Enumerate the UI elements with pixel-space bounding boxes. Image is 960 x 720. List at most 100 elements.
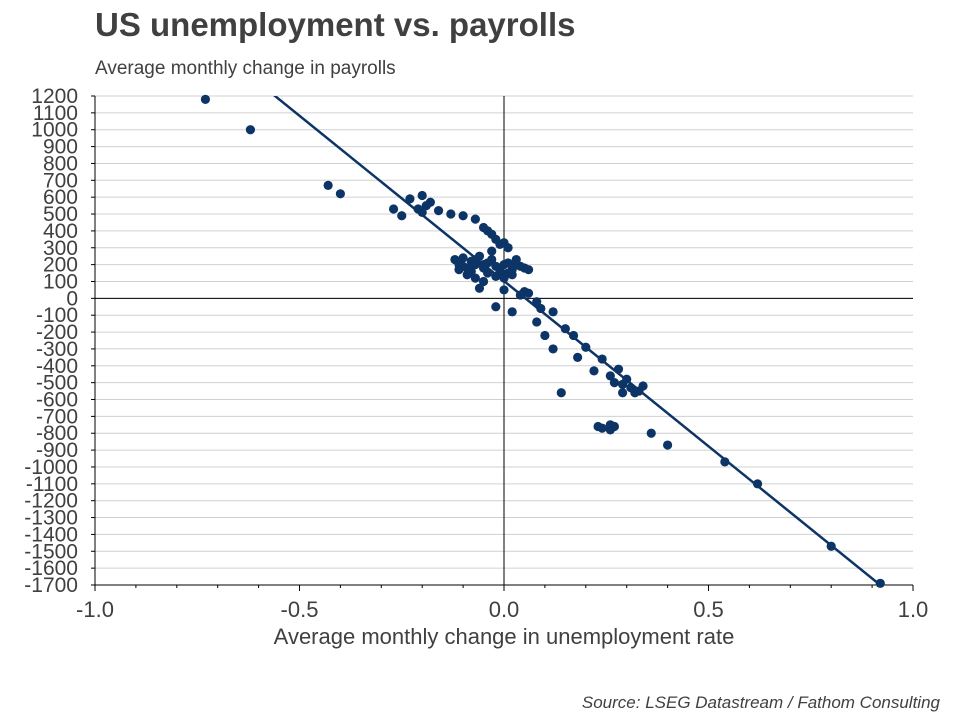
y-tick-label: -600 <box>36 389 78 412</box>
y-tick-label: 400 <box>43 220 78 243</box>
x-tick-label: 0.5 <box>693 597 724 622</box>
data-point <box>597 354 607 364</box>
y-tick-label: 1000 <box>31 119 78 142</box>
y-tick-label: -700 <box>36 405 78 428</box>
x-tick-label: -1.0 <box>76 597 114 622</box>
data-point <box>478 276 489 287</box>
y-tick-label: 1100 <box>33 102 78 125</box>
y-tick-labels: 1200110010009008007006005004003002001000… <box>24 85 78 597</box>
y-tick-label: -200 <box>36 321 78 344</box>
y-tick-label: -1400 <box>24 523 78 546</box>
data-point <box>618 388 628 398</box>
data-point <box>466 266 476 276</box>
data-point <box>511 260 521 270</box>
data-point <box>454 265 464 275</box>
data-point <box>458 253 468 263</box>
y-tick-label: 1200 <box>31 85 78 108</box>
data-point <box>425 197 435 207</box>
y-tick-label: -1700 <box>24 574 78 597</box>
y-tick-label: -1500 <box>24 540 78 563</box>
data-point <box>609 378 620 388</box>
data-point <box>752 479 763 489</box>
data-point <box>245 125 256 135</box>
data-point <box>503 243 513 253</box>
y-tick-label: -400 <box>36 355 78 378</box>
x-tick-label: 0.0 <box>489 597 520 622</box>
y-tick-label: -1000 <box>24 456 78 479</box>
trendline-layer <box>273 96 883 585</box>
data-point <box>491 271 501 282</box>
data-point <box>487 246 497 256</box>
data-point <box>503 258 513 268</box>
y-tick-label: 600 <box>43 186 78 209</box>
data-point <box>597 423 607 433</box>
data-point <box>323 180 333 190</box>
y-tick-label: 200 <box>43 254 78 277</box>
data-point <box>556 388 566 398</box>
x-axis-label: Average monthly change in unemployment r… <box>274 624 735 649</box>
data-point <box>622 374 632 384</box>
data-point <box>433 206 444 216</box>
y-tick-label: -300 <box>36 338 78 361</box>
data-point <box>532 297 542 307</box>
data-point <box>613 364 624 374</box>
data-point <box>483 268 493 278</box>
y-tick-label: -1300 <box>24 507 78 530</box>
y-tick-label: 700 <box>43 169 78 192</box>
data-point <box>634 386 644 396</box>
data-point <box>200 94 211 104</box>
data-point <box>458 211 468 221</box>
data-point <box>417 207 427 217</box>
y-tick-label: -1600 <box>24 557 78 580</box>
source-note: Source: LSEG Datastream / Fathom Consult… <box>581 693 940 712</box>
x-tick-labels: -1.0 -0.5 0.0 0.5 1.0 <box>76 597 928 622</box>
data-point <box>491 302 501 312</box>
data-point <box>470 273 480 283</box>
data-point <box>417 190 427 201</box>
data-point <box>589 366 599 376</box>
y-tick-label: -1200 <box>24 490 78 513</box>
axes <box>91 95 914 591</box>
y-tick-label: 800 <box>43 152 78 175</box>
y-tick-label: 500 <box>43 203 78 226</box>
data-point <box>548 307 558 317</box>
data-point <box>470 214 480 224</box>
data-point <box>605 420 615 430</box>
data-point <box>405 194 415 204</box>
data-point <box>536 303 546 314</box>
data-point <box>568 330 579 341</box>
data-point <box>548 344 558 354</box>
data-point <box>573 352 583 362</box>
data-point <box>523 265 534 275</box>
y-tick-label: 0 <box>66 287 78 310</box>
y-tick-label: -800 <box>36 422 78 445</box>
data-point <box>470 254 480 265</box>
data-point <box>335 189 345 199</box>
data-point <box>507 307 517 317</box>
y-tick-label: -900 <box>36 439 78 462</box>
y-tick-label: 100 <box>43 270 78 293</box>
chart-title: US unemployment vs. payrolls <box>95 6 576 43</box>
data-point <box>532 317 542 327</box>
x-tick-label: -0.5 <box>281 597 319 622</box>
data-point <box>478 260 489 270</box>
data-point <box>507 270 517 280</box>
data-point <box>499 285 509 295</box>
data-points <box>200 94 885 588</box>
data-point <box>560 324 570 334</box>
data-point <box>388 204 399 214</box>
data-point <box>826 541 836 551</box>
data-point <box>487 254 497 265</box>
data-point <box>474 283 485 293</box>
trendline <box>273 96 883 585</box>
data-point <box>875 578 885 588</box>
data-point <box>605 371 615 381</box>
data-point <box>540 330 550 341</box>
y-tick-label: 300 <box>43 237 78 260</box>
data-point <box>720 457 730 467</box>
x-tick-label: 1.0 <box>898 597 929 622</box>
data-point <box>581 342 591 352</box>
data-point <box>523 288 534 298</box>
data-point <box>646 428 656 438</box>
